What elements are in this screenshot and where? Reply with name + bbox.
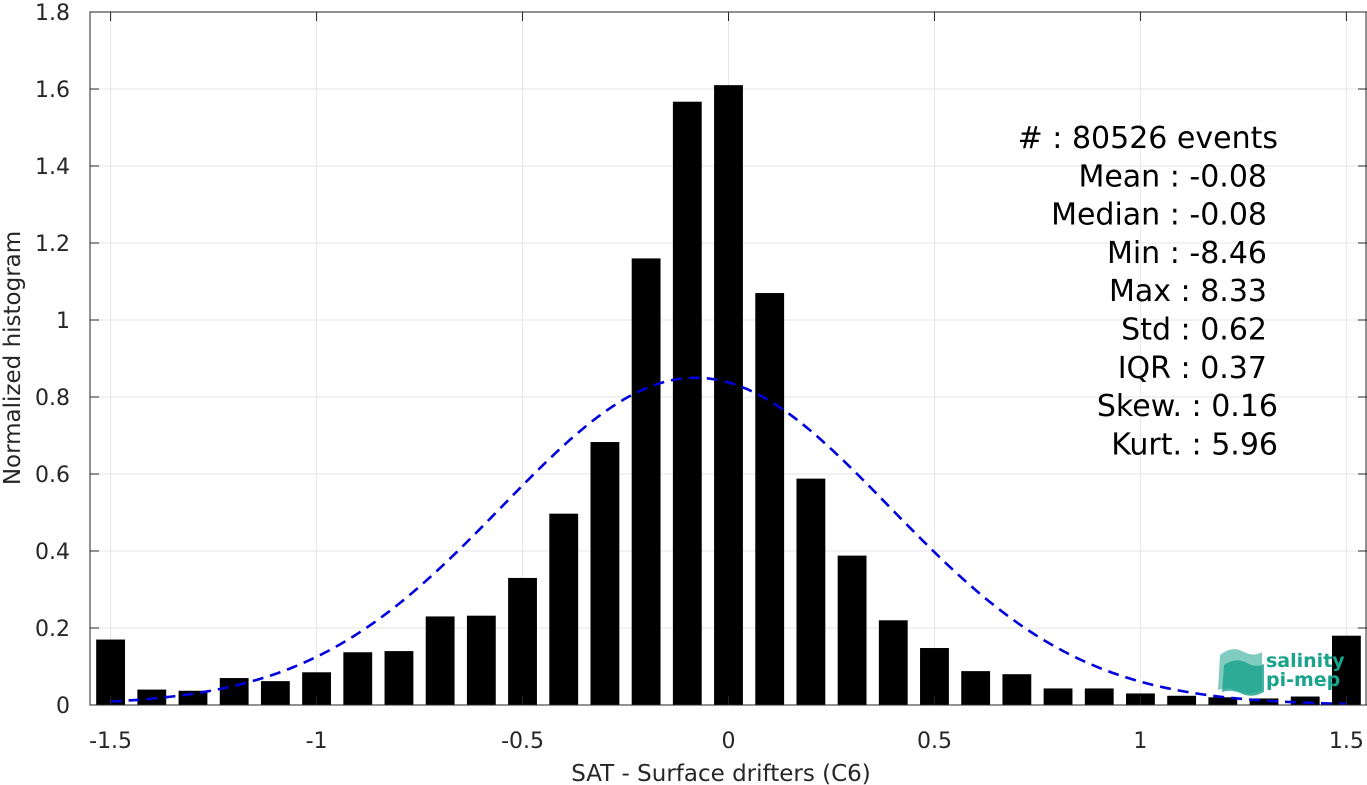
x-tick-label: -1	[306, 729, 328, 754]
histogram-bar	[672, 101, 702, 705]
x-tick-label: 0.5	[917, 729, 952, 754]
x-axis-title: SAT - Surface drifters (C6)	[571, 761, 871, 785]
y-tick-label: 0	[56, 694, 70, 719]
y-tick-label: 1	[56, 309, 70, 334]
histogram-bar	[137, 689, 167, 705]
stats-line: Std : 0.62	[1121, 313, 1267, 348]
x-tick-label: 1	[1133, 729, 1147, 754]
histogram-bar	[1084, 688, 1114, 705]
histogram-bar	[425, 616, 455, 705]
x-tick-label: -1.5	[89, 729, 132, 754]
histogram-bar	[961, 671, 991, 705]
y-tick-label: 1.4	[35, 155, 70, 180]
y-tick-label: 1.6	[35, 78, 70, 103]
histogram-bar	[1167, 695, 1197, 705]
y-tick-label: 1.8	[35, 1, 70, 26]
stats-line: Min : -8.46	[1107, 236, 1267, 271]
histogram-bar	[343, 652, 373, 705]
histogram-bar	[1331, 635, 1361, 705]
logo-text-pi-mep: pi-mep	[1266, 669, 1340, 691]
histogram-bar	[1002, 674, 1032, 705]
stats-line: Skew. : 0.16	[1097, 389, 1278, 424]
y-tick-label: 0.2	[35, 617, 70, 642]
histogram-bar	[1249, 698, 1279, 705]
histogram-bar	[466, 615, 496, 705]
histogram-bar	[714, 85, 743, 705]
y-tick-label: 0.6	[35, 463, 70, 488]
x-tick-labels: -1.5 -1 -0.5 0 0.5 1 1.5	[89, 729, 1364, 754]
salinity-pi-mep-logo: salinity pi-mep	[1218, 649, 1345, 696]
histogram-bar	[837, 555, 867, 705]
stats-line: Max : 8.33	[1109, 274, 1267, 309]
stats-line: IQR : 0.37	[1118, 351, 1267, 386]
y-tick-label: 0.4	[35, 540, 70, 565]
histogram-bar	[96, 639, 126, 705]
x-tick-label: 0	[722, 729, 736, 754]
stats-line: Kurt. : 5.96	[1111, 427, 1278, 462]
histogram-bar	[590, 442, 620, 705]
histogram-bar	[384, 651, 414, 705]
histogram-bar	[755, 293, 785, 705]
stats-line: # : 80526 events	[1018, 121, 1278, 156]
x-tick-label: -0.5	[501, 729, 544, 754]
logo-wave-mark-front	[1222, 660, 1264, 696]
histogram-bar	[920, 648, 949, 705]
logo-text-salinity: salinity	[1266, 650, 1345, 672]
histogram-bar	[631, 258, 661, 705]
histogram-bars	[96, 85, 1361, 705]
x-tick-label: 1.5	[1329, 729, 1364, 754]
stats-line: Median : -0.08	[1051, 198, 1267, 233]
y-tick-label: 0.8	[35, 386, 70, 411]
gaussian-fit-curve	[110, 376, 1347, 706]
histogram-bar	[260, 681, 290, 705]
histogram-bar	[508, 577, 537, 705]
histogram-bar	[796, 478, 826, 705]
histogram-bar	[1208, 697, 1238, 705]
stats-line: Mean : -0.08	[1078, 159, 1267, 194]
y-tick-label: 1.2	[35, 232, 70, 257]
histogram-bar	[549, 513, 579, 705]
axis-ticks	[90, 11, 1367, 706]
y-tick-labels: 0 0.2 0.4 0.6 0.8 1 1.2 1.4 1.6 1.8	[35, 1, 70, 719]
histogram-bar	[1043, 688, 1073, 705]
histogram-bar	[1290, 696, 1320, 705]
y-axis-title: Normalized histogram	[0, 231, 26, 485]
histogram-bar	[878, 620, 908, 705]
